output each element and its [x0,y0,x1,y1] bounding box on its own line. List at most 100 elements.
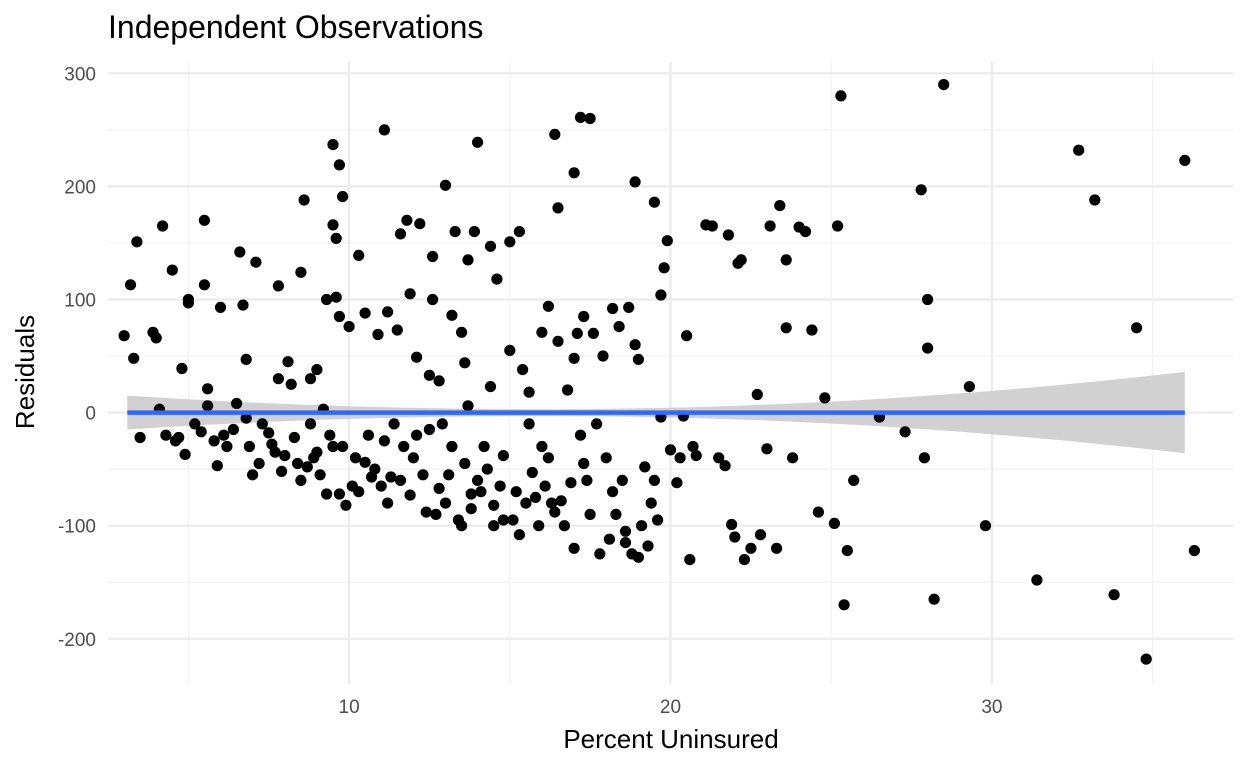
data-point [279,450,291,462]
data-point [632,353,645,365]
data-point [375,480,387,492]
data-point [414,218,426,230]
data-point [546,497,558,509]
data-point [295,474,307,486]
data-point [684,554,696,566]
data-point [819,392,831,404]
data-point [124,279,137,291]
data-point [915,184,927,196]
data-point [272,280,284,292]
y-tick-label: 200 [64,177,96,198]
data-point [603,533,616,545]
data-point [761,443,773,455]
y-tick-label: -200 [58,630,96,651]
data-point [362,429,374,441]
data-point [340,499,352,511]
data-point [619,525,632,537]
data-point [899,426,911,438]
major-gridlines [108,62,1233,684]
data-point [459,457,471,470]
data-point [1073,144,1085,156]
data-point [597,350,609,362]
data-point [658,262,670,274]
data-point [256,418,268,430]
data-point [382,497,394,509]
data-point [391,324,403,336]
data-point [787,452,799,464]
data-point [333,488,345,500]
data-point [446,440,458,453]
data-point [304,373,317,385]
data-point [623,301,635,313]
data-point [542,452,555,464]
data-point [484,240,497,252]
data-point [214,301,227,313]
data-point [285,378,297,390]
data-point [276,465,288,477]
data-point [607,486,619,498]
data-point [745,542,757,554]
data-point [198,214,210,226]
data-point [507,514,519,526]
data-point [642,540,654,552]
data-point [607,302,619,315]
data-point [568,352,580,364]
data-point [427,250,439,263]
data-point [301,461,313,473]
data-point [928,593,940,605]
data-point [578,310,590,323]
data-point [404,288,416,300]
data-point [497,450,509,462]
data-point [979,520,992,532]
data-point [774,200,786,212]
data-point [243,440,255,453]
data-point [555,495,567,507]
data-point [574,429,587,441]
data-point [330,291,342,303]
data-point [771,542,783,554]
data-point [327,139,339,151]
data-point [182,297,194,309]
data-point [963,381,976,393]
data-point [610,508,622,520]
data-point [1031,574,1043,586]
data-point [134,431,146,444]
data-point [176,362,188,375]
data-point [713,452,725,464]
x-tick-label: 30 [981,697,1002,718]
data-point [179,448,191,460]
data-point [324,429,336,441]
data-point [780,254,792,266]
y-tick-label: -100 [58,517,96,538]
data-point [272,373,284,385]
data-point [491,273,503,285]
y-axis-title: Residuals [10,315,40,429]
data-point [237,299,249,311]
data-point [449,226,461,238]
data-point [671,477,683,489]
data-point [253,457,265,470]
data-point [812,506,825,518]
data-point [835,90,847,102]
data-point [288,431,300,444]
data-point [311,364,323,376]
data-point [581,474,593,486]
data-point [427,293,439,306]
data-point [726,518,738,531]
data-point [456,326,468,338]
data-point [619,537,632,549]
data-point [234,246,246,258]
data-point [681,330,693,342]
data-point [918,452,931,464]
data-point [517,364,529,376]
data-point [799,226,812,238]
data-point [558,520,571,532]
data-point [568,542,580,554]
data-point [359,307,371,319]
data-point [828,517,841,530]
data-point [247,469,259,481]
y-tick-labels: -200 -100 0 100 200 300 [58,64,96,650]
data-point [520,497,532,509]
data-point [722,229,735,241]
data-point [411,351,423,363]
